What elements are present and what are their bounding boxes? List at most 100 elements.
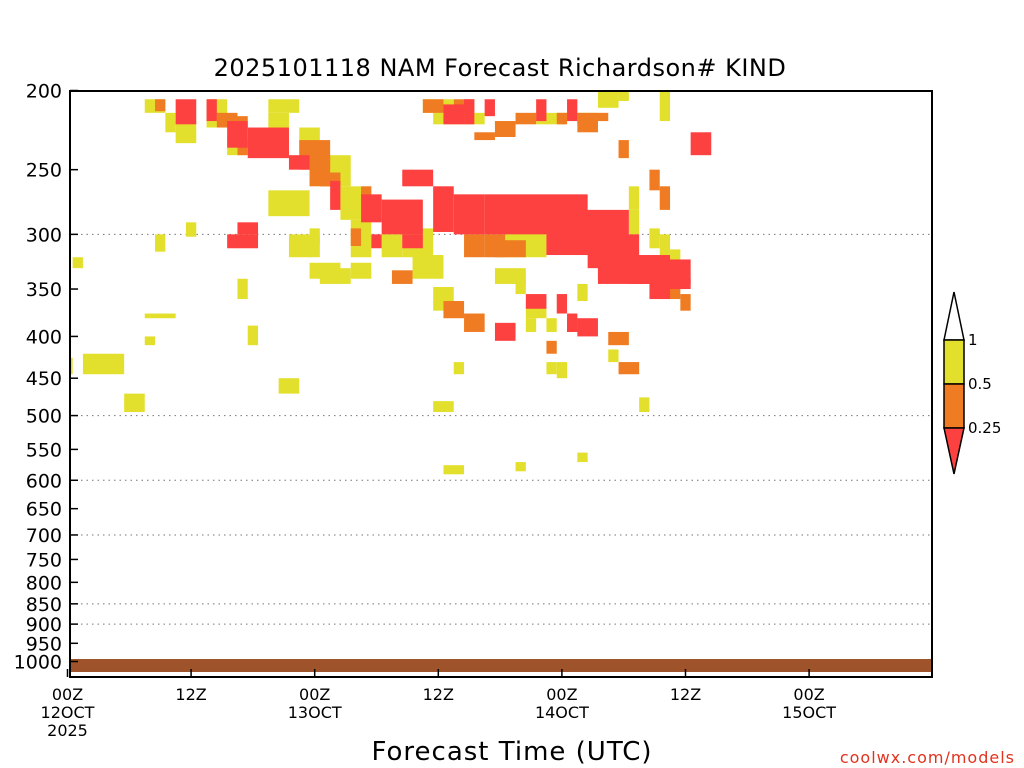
colorbar-bottom-red [943, 427, 965, 475]
cell-o-7 [422, 99, 444, 113]
cell-o-32 [618, 140, 629, 159]
cell-y-20 [597, 91, 619, 108]
chart-title: 2025101118 NAM Forecast Richardson# KIND [214, 54, 787, 82]
cell-r-6 [361, 194, 382, 223]
cell-r-23 [690, 132, 712, 156]
cell-o-13 [597, 112, 609, 122]
colorbar-label-0.25: 0.25 [968, 419, 1001, 437]
cell-o-29 [309, 155, 331, 187]
cell-o-28 [350, 228, 362, 246]
cell-y-64 [82, 353, 125, 375]
colorbar-label-1: 1 [968, 331, 978, 349]
cell-o-0 [155, 99, 166, 112]
cell-r-15 [453, 194, 485, 235]
y-tick-label-400: 400 [26, 326, 62, 348]
cell-r-25 [556, 294, 568, 314]
cell-o-23 [659, 186, 671, 210]
cell-r-7 [381, 199, 423, 235]
cell-y-10 [340, 186, 362, 220]
y-axis: 200 250 300 350 400 450 500 550 600 650 7007508008… [14, 81, 78, 674]
x-axis-title: Forecast Time (UTC) [371, 737, 652, 767]
cell-y-47 [577, 452, 588, 463]
y-tick-label-500: 500 [26, 406, 62, 428]
cell-y-6 [268, 99, 300, 113]
cell-r-13 [402, 169, 434, 187]
cell-o-34 [680, 294, 691, 311]
cell-r-5 [330, 180, 341, 210]
y-tick-label-600: 600 [26, 470, 62, 492]
x-tick-label-18-0: 12Z [175, 685, 206, 704]
x-tick-label-78-1: 15OCT [782, 703, 836, 722]
cell-r-28 [494, 322, 516, 341]
cell-o-9 [494, 121, 516, 137]
y-tick-label-800: 800 [26, 572, 62, 594]
cell-o-22 [649, 169, 660, 191]
y-tick-label-200: 200 [26, 81, 62, 103]
x-tick-label-6-0: 00Z [52, 685, 83, 704]
cell-y-25 [381, 234, 403, 258]
cell-y-50 [268, 190, 310, 217]
colorbar-orange [943, 383, 965, 429]
x-tick-label-42-0: 12Z [423, 685, 454, 704]
cell-y-7 [268, 112, 289, 133]
cell-o-27 [546, 340, 557, 354]
cell-r-24 [525, 294, 547, 309]
y-tick-label-450: 450 [26, 368, 62, 390]
cell-r-30 [402, 234, 423, 249]
x-tick-label-6-1: 12OCT [41, 703, 95, 722]
cell-o-19 [464, 313, 485, 332]
x-tick-label-30-1: 13OCT [288, 703, 342, 722]
cell-r-8 [443, 104, 465, 125]
colorbar-top-white [943, 291, 965, 341]
cell-y-44 [453, 362, 465, 375]
cell-y-29 [515, 278, 526, 295]
cell-o-24 [618, 362, 640, 375]
cell-r-21 [649, 283, 671, 300]
cell-y-24 [412, 255, 444, 279]
cell-o-15 [494, 240, 526, 258]
plot-frame [69, 90, 933, 678]
cell-o-18 [443, 301, 465, 319]
y-tick-label-700: 700 [26, 525, 62, 547]
colorbar-label-0.5: 0.5 [968, 375, 992, 393]
cell-y-59 [247, 325, 259, 346]
cell-y-2 [165, 112, 176, 133]
cell-o-10 [515, 112, 537, 125]
y-tick-label-1000: 1000 [14, 652, 62, 674]
cell-y-3 [175, 121, 197, 144]
y-tick-label-850: 850 [26, 594, 62, 616]
cell-o-11 [556, 112, 568, 125]
cell-r-14 [433, 186, 454, 232]
cell-y-45 [546, 362, 557, 375]
x-tick-label-66-0: 12Z [670, 685, 701, 704]
cell-y-14 [350, 262, 372, 279]
x-tick-label-30-0: 00Z [299, 685, 330, 704]
x-tick-label-54-1: 14OCT [535, 703, 589, 722]
cell-y-34 [628, 186, 640, 210]
cell-r-22 [670, 278, 691, 290]
cell-y-48 [515, 462, 526, 472]
cell-r-0 [175, 99, 197, 125]
cell-o-12 [577, 112, 598, 133]
cell-r-27 [577, 318, 598, 337]
cell-y-42 [608, 349, 619, 363]
cell-r-29 [227, 234, 259, 249]
cell-r-11 [536, 99, 547, 122]
y-tick-label-550: 550 [26, 439, 62, 461]
y-tick-label-950: 950 [26, 633, 62, 655]
y-tick-label-900: 900 [26, 614, 62, 636]
cell-y-51 [288, 234, 320, 258]
cell-y-53 [144, 336, 156, 346]
cell-y-31 [546, 318, 557, 332]
cell-y-63 [70, 357, 73, 375]
cell-o-16 [464, 234, 485, 258]
cell-y-36 [649, 228, 660, 249]
cell-y-32 [577, 283, 588, 302]
colorbar-yellow [943, 339, 965, 385]
cell-y-62 [185, 222, 197, 237]
cell-y-41 [556, 362, 568, 379]
cell-o-25 [608, 331, 629, 346]
cell-r-9 [464, 99, 475, 125]
cell-y-52 [144, 313, 176, 319]
